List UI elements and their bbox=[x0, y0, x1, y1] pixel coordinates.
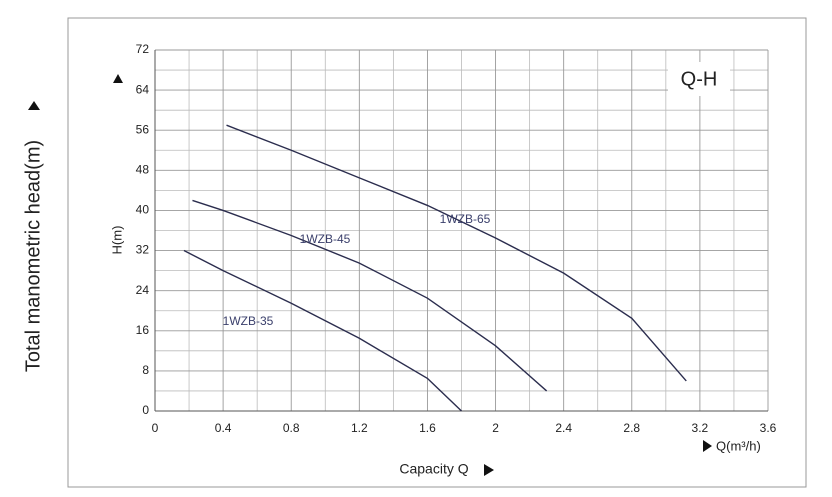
y-tick-label: 32 bbox=[136, 243, 150, 257]
x-tick-label: 1.6 bbox=[419, 421, 436, 435]
chart-title: Q-H bbox=[681, 68, 718, 90]
series-label: 1WZB-65 bbox=[440, 212, 491, 226]
arrow-icon bbox=[113, 74, 123, 83]
series-line bbox=[226, 124, 687, 382]
x-tick-label: 0.4 bbox=[215, 421, 232, 435]
x-tick-label: 3.6 bbox=[760, 421, 777, 435]
y-tick-label: 56 bbox=[136, 122, 150, 136]
y-tick-label: 64 bbox=[136, 82, 150, 96]
y-tick-label: 0 bbox=[142, 403, 149, 417]
y-tick-label: 16 bbox=[136, 323, 150, 337]
x-axis-label: Q(m³/h) bbox=[716, 438, 761, 453]
x-tick-label: 1.2 bbox=[351, 421, 368, 435]
y-tick-label: 72 bbox=[136, 42, 150, 56]
y-tick-label: 24 bbox=[136, 283, 150, 297]
y-tick-label: 40 bbox=[136, 203, 150, 217]
outer-y-label: Total manometric head(m) bbox=[22, 140, 44, 372]
x-tick-label: 3.2 bbox=[692, 421, 709, 435]
series-line bbox=[183, 249, 462, 412]
title-box bbox=[668, 62, 730, 96]
x-tick-label: 0 bbox=[152, 421, 159, 435]
outer-x-label: Capacity Q bbox=[399, 461, 468, 477]
x-tick-label: 0.8 bbox=[283, 421, 300, 435]
chart-frame bbox=[67, 17, 807, 488]
x-tick-label: 2.4 bbox=[555, 421, 572, 435]
arrow-icon bbox=[28, 101, 40, 110]
x-tick-label: 2.8 bbox=[623, 421, 640, 435]
arrow-icon bbox=[484, 464, 494, 476]
series-line bbox=[192, 199, 548, 392]
arrow-icon bbox=[703, 440, 712, 452]
y-tick-label: 8 bbox=[142, 363, 149, 377]
y-axis-label: H(m) bbox=[109, 226, 124, 255]
series-label: 1WZB-45 bbox=[300, 232, 351, 246]
x-tick-label: 2 bbox=[492, 421, 499, 435]
series-label: 1WZB-35 bbox=[223, 314, 274, 328]
y-tick-label: 48 bbox=[136, 163, 150, 177]
